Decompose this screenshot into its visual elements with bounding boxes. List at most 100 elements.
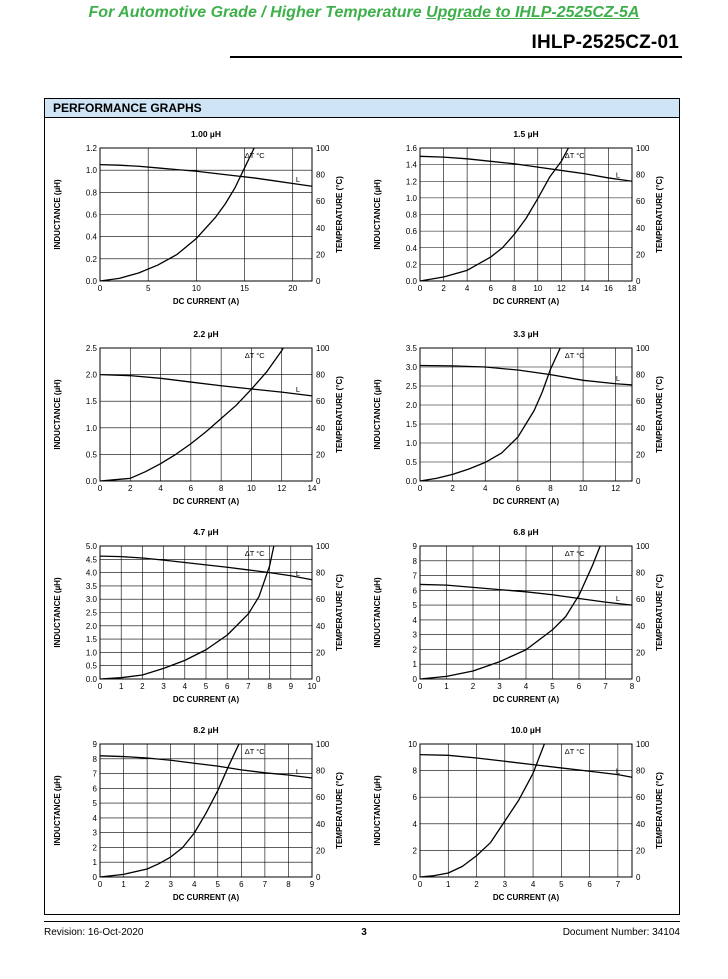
x-tick-label: 0 xyxy=(418,284,423,293)
y2-tick-label: 100 xyxy=(316,740,330,749)
series-label-temperature: ΔT °C xyxy=(565,151,586,160)
y2-tick-label: 80 xyxy=(636,371,645,380)
x-tick-label: 8 xyxy=(267,682,272,691)
series-inductance-line xyxy=(99,163,313,187)
x-tick-label: 6 xyxy=(225,682,230,691)
y-tick-label: 0.0 xyxy=(86,675,98,684)
y-tick-label: 4.0 xyxy=(86,569,98,578)
y-tick-label: 1 xyxy=(93,858,98,867)
x-tick-label: 12 xyxy=(277,484,286,493)
graph-4: 3.3 µH 0 2 4 6 8 10 12 0.0 0.5 1.0 1.5 2.0 2.5 3.0 3.5 0… xyxy=(373,329,664,506)
y-tick-label: 1.0 xyxy=(86,166,98,175)
y-tick-label: 9 xyxy=(93,740,98,749)
series-temperature-line xyxy=(99,147,255,282)
y-tick-label: 6 xyxy=(413,793,418,802)
x-tick-label: 8 xyxy=(286,880,291,889)
x-tick-label: 5 xyxy=(559,880,564,889)
y-tick-label: 2 xyxy=(413,846,418,855)
y2-tick-label: 20 xyxy=(316,450,325,459)
y2-tick-label: 40 xyxy=(636,820,645,829)
y-tick-label: 0.0 xyxy=(86,277,98,286)
x-tick-label: 4 xyxy=(531,880,536,889)
x-axis-label: DC CURRENT (A) xyxy=(173,297,240,306)
grid xyxy=(99,545,313,680)
y-axis-label: INDUCTANCE (µH) xyxy=(53,379,62,450)
series-temperature-line xyxy=(419,743,545,878)
y-tick-label: 2.5 xyxy=(406,382,418,391)
x-tick-label: 6 xyxy=(516,484,521,493)
y2-tick-label: 60 xyxy=(316,793,325,802)
y2-tick-label: 20 xyxy=(636,648,645,657)
x-tick-label: 5 xyxy=(146,284,151,293)
y-tick-label: 1.0 xyxy=(86,648,98,657)
x-tick-label: 6 xyxy=(239,880,244,889)
y-tick-label: 5.0 xyxy=(86,542,98,551)
y2-tick-label: 100 xyxy=(636,144,650,153)
y-tick-label: 1.5 xyxy=(86,397,98,406)
x-tick-label: 10 xyxy=(579,484,588,493)
x-tick-label: 2 xyxy=(450,484,455,493)
y2-tick-label: 100 xyxy=(636,740,650,749)
y2-tick-label: 100 xyxy=(636,542,650,551)
x-tick-label: 2 xyxy=(145,880,150,889)
y-tick-label: 0 xyxy=(93,873,98,882)
y-tick-label: 1.6 xyxy=(406,144,418,153)
y2-tick-label: 80 xyxy=(316,171,325,180)
y2-tick-label: 20 xyxy=(636,846,645,855)
y-tick-label: 8 xyxy=(413,767,418,776)
x-tick-label: 4 xyxy=(483,484,488,493)
x-tick-label: 7 xyxy=(246,682,251,691)
y-tick-label: 0 xyxy=(413,873,418,882)
x-tick-label: 7 xyxy=(263,880,268,889)
y-tick-label: 5 xyxy=(93,799,98,808)
series-label-inductance: L xyxy=(616,374,620,383)
y-axis-label: INDUCTANCE (µH) xyxy=(53,577,62,648)
series-label-inductance: L xyxy=(296,569,300,578)
series-temperature-line xyxy=(419,147,569,282)
y-tick-label: 1.2 xyxy=(86,144,98,153)
y-tick-label: 3.0 xyxy=(86,595,98,604)
y2-tick-label: 20 xyxy=(316,846,325,855)
page-number: 3 xyxy=(361,927,367,938)
y2-tick-label: 60 xyxy=(316,595,325,604)
x-tick-label: 3 xyxy=(503,880,508,889)
x-tick-label: 3 xyxy=(161,682,166,691)
x-tick-label: 2 xyxy=(471,682,476,691)
x-tick-label: 9 xyxy=(289,682,294,691)
y-tick-label: 3 xyxy=(413,631,418,640)
x-tick-label: 8 xyxy=(219,484,224,493)
plot-frame xyxy=(419,147,633,282)
x-tick-label: 1 xyxy=(444,682,449,691)
series-label-temperature: ΔT °C xyxy=(245,151,266,160)
y-tick-label: 2.5 xyxy=(86,609,98,618)
grid xyxy=(419,347,632,482)
series-label-inductance: L xyxy=(616,170,620,179)
x-axis-label: DC CURRENT (A) xyxy=(493,893,560,902)
y2-axis-label: TEMPERATURE (°C) xyxy=(335,574,344,651)
chart-title: 2.2 µH xyxy=(193,329,218,339)
y2-tick-label: 40 xyxy=(316,820,325,829)
y2-axis-label: TEMPERATURE (°C) xyxy=(655,376,664,453)
y2-tick-label: 40 xyxy=(636,424,645,433)
y2-tick-label: 80 xyxy=(316,569,325,578)
y-tick-label: 2.0 xyxy=(86,622,98,631)
y-tick-label: 0.0 xyxy=(406,477,418,486)
y-tick-label: 2.5 xyxy=(86,344,98,353)
upgrade-link[interactable]: Upgrade to IHLP-2525CZ-5A xyxy=(426,4,640,21)
y2-tick-label: 40 xyxy=(316,622,325,631)
graph-2: 1.5 µH 0 2 4 6 8 10 12 14 16 18 0.0 0.2 0.4 0.6 0.8 1.0 1… xyxy=(373,129,664,306)
y2-tick-label: 60 xyxy=(316,197,325,206)
chart-title: 10.0 µH xyxy=(511,725,541,735)
y2-tick-label: 20 xyxy=(316,648,325,657)
x-tick-label: 4 xyxy=(183,682,188,691)
x-tick-label: 10 xyxy=(247,484,256,493)
y2-tick-label: 100 xyxy=(316,344,330,353)
x-tick-label: 0 xyxy=(418,682,423,691)
y-tick-label: 6 xyxy=(413,586,418,595)
x-tick-label: 10 xyxy=(192,284,201,293)
y-tick-label: 0.5 xyxy=(86,450,98,459)
series-label-inductance: L xyxy=(296,385,300,394)
y2-axis-label: TEMPERATURE (°C) xyxy=(655,176,664,253)
banner-text: For Automotive Grade / Higher Temperatur… xyxy=(88,4,427,21)
y2-tick-label: 80 xyxy=(636,767,645,776)
